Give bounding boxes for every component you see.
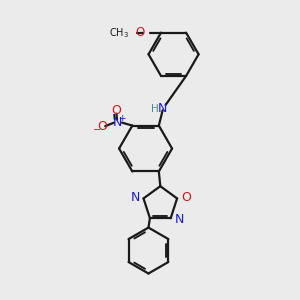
Text: N: N xyxy=(175,213,184,226)
Text: −: − xyxy=(93,125,101,135)
Text: H: H xyxy=(151,104,159,114)
Text: O: O xyxy=(181,191,191,204)
Text: N: N xyxy=(130,191,140,204)
Text: O: O xyxy=(98,120,107,133)
Text: N: N xyxy=(112,116,122,129)
Text: +: + xyxy=(118,114,126,123)
Text: O: O xyxy=(136,26,145,39)
Text: O: O xyxy=(112,104,122,117)
Text: CH$_3$: CH$_3$ xyxy=(109,26,129,40)
Text: N: N xyxy=(158,102,167,115)
